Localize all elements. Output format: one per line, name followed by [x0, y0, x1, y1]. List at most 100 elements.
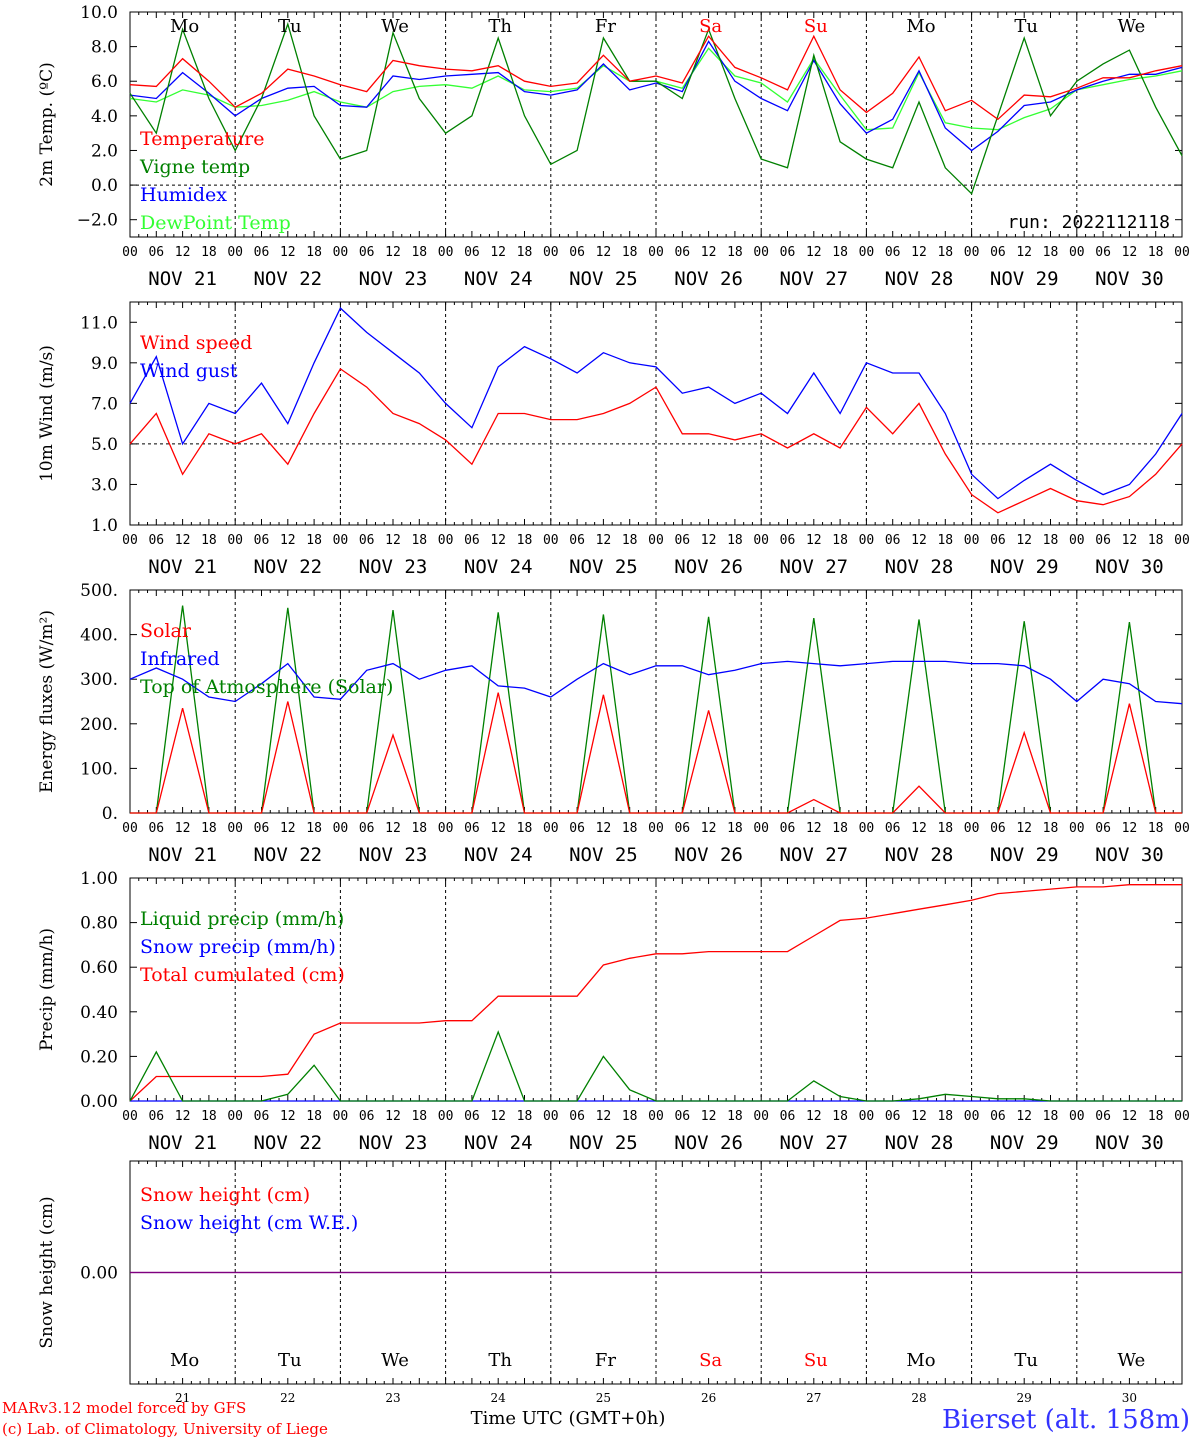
hour-label: 18	[727, 1109, 743, 1124]
date-label: NOV 23	[359, 844, 428, 866]
hour-label: 18	[832, 1109, 848, 1124]
series-line-temperature	[129, 34, 1183, 121]
hour-label: 12	[1122, 533, 1138, 548]
hour-label: 00	[438, 245, 454, 260]
hour-label: 00	[753, 245, 769, 260]
date-label: NOV 28	[885, 1132, 954, 1154]
hour-label: 00	[122, 821, 138, 836]
hour-label: 00	[753, 1109, 769, 1124]
legend-entry: Liquid precip (mm/h)	[140, 908, 344, 930]
hour-label: 18	[201, 821, 217, 836]
weekday-label: We	[381, 16, 409, 37]
hour-label: 18	[622, 1109, 638, 1124]
hour-label: 18	[937, 1109, 953, 1124]
hour-label: 00	[648, 533, 664, 548]
hour-label: 00	[1174, 245, 1190, 260]
date-label: NOV 22	[253, 556, 322, 578]
y-tick-label: 7.0	[91, 394, 118, 414]
series-line-wind-speed	[129, 367, 1183, 514]
hour-label: 12	[175, 1109, 191, 1124]
hour-label: 18	[517, 821, 533, 836]
hour-label: 12	[1122, 821, 1138, 836]
hour-label: 00	[227, 821, 243, 836]
day-number: 22	[280, 1391, 295, 1405]
legend-entry: Temperature	[140, 128, 264, 150]
date-label: NOV 29	[990, 556, 1059, 578]
hour-label: 06	[569, 821, 585, 836]
date-label: NOV 25	[569, 556, 638, 578]
hour-label: 06	[990, 1109, 1006, 1124]
hour-label: 00	[122, 1109, 138, 1124]
hour-label: 12	[806, 533, 822, 548]
date-label: NOV 21	[148, 556, 217, 578]
weekday-label: Mo	[170, 16, 199, 37]
hour-label: 12	[596, 821, 612, 836]
hour-label: 00	[859, 821, 875, 836]
hour-label: 06	[1095, 1109, 1111, 1124]
hour-label: 12	[175, 533, 191, 548]
hour-label: 12	[701, 1109, 717, 1124]
legend-entry: Snow height (cm)	[140, 1184, 310, 1206]
hour-label: 18	[727, 245, 743, 260]
hour-label: 00	[1174, 821, 1190, 836]
hour-label: 18	[201, 533, 217, 548]
hour-label: 00	[648, 821, 664, 836]
y-tick-label: 4.0	[91, 107, 118, 127]
hour-label: 00	[964, 533, 980, 548]
day-number: 21	[175, 1391, 190, 1405]
y-tick-label: 300.	[80, 670, 118, 690]
hour-label: 12	[911, 245, 927, 260]
hour-label: 06	[254, 1109, 270, 1124]
hour-label: 12	[596, 533, 612, 548]
hour-label: 06	[780, 245, 796, 260]
y-tick-label: 200.	[80, 715, 118, 735]
hour-label: 00	[859, 1109, 875, 1124]
hour-label: 12	[806, 821, 822, 836]
hour-label: 12	[806, 245, 822, 260]
hour-label: 00	[543, 245, 559, 260]
y-tick-label: 400.	[80, 626, 118, 646]
x-axis-label: Time UTC (GMT+0h)	[471, 1408, 666, 1429]
day-number: 26	[701, 1391, 716, 1405]
series-line-liquid-precip-mm-h-	[129, 1030, 1182, 1102]
legend-entry: Total cumulated (cm)	[140, 964, 345, 986]
hour-label: 00	[964, 245, 980, 260]
hour-label: 06	[885, 1109, 901, 1124]
legend-entry: DewPoint Temp	[140, 212, 291, 234]
hour-label: 00	[543, 821, 559, 836]
weekday-label: Th	[488, 16, 512, 37]
panel-frame	[129, 301, 1183, 526]
weekday-label: We	[1118, 1350, 1146, 1371]
hour-label: 18	[201, 1109, 217, 1124]
hour-label: 12	[806, 1109, 822, 1124]
series-line-wind-gust	[129, 307, 1183, 500]
hour-label: 00	[227, 245, 243, 260]
date-label: NOV 21	[148, 268, 217, 290]
panel-4: 0.00 0.20 0.40 0.60 0.80 1.00 Precip (mm/h) Liq…	[37, 869, 1190, 1154]
day-number: 25	[596, 1391, 611, 1405]
hour-label: 06	[674, 245, 690, 260]
hour-label: 12	[701, 245, 717, 260]
hour-label: 12	[175, 821, 191, 836]
hour-label: 06	[780, 821, 796, 836]
date-label: NOV 29	[990, 844, 1059, 866]
hour-label: 06	[569, 245, 585, 260]
y-tick-label: 11.0	[80, 313, 118, 333]
panel-5: 0.00 Snow height (cm) Snow height (cm) Snow…	[37, 1160, 1183, 1405]
weekday-label: Th	[488, 1350, 512, 1371]
date-label: NOV 30	[1095, 268, 1164, 290]
hour-label: 00	[438, 533, 454, 548]
hour-label: 18	[517, 1109, 533, 1124]
y-tick-label: 3.0	[91, 475, 118, 495]
hour-label: 06	[359, 821, 375, 836]
hour-label: 12	[1122, 245, 1138, 260]
date-label: NOV 23	[359, 268, 428, 290]
series-line-infrared	[129, 660, 1183, 705]
hour-label: 12	[385, 821, 401, 836]
day-number: 28	[911, 1391, 926, 1405]
series-line-total-cumulated-cm-	[129, 884, 1182, 1102]
hour-label: 06	[148, 245, 164, 260]
hour-label: 06	[464, 821, 480, 836]
hour-label: 00	[1174, 533, 1190, 548]
weekday-label: Fr	[595, 16, 616, 37]
